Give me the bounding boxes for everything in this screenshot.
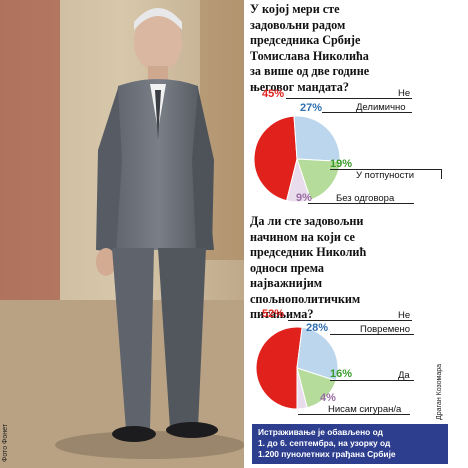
pie1-slice-2 <box>293 115 341 162</box>
photo-illustration <box>0 0 244 468</box>
pie1-slice-4 <box>285 157 312 203</box>
chart1-label-potpunosti: У потпуности <box>356 170 415 181</box>
chart1-label-ne: Не <box>398 88 411 99</box>
chart2-pct-da: 16% <box>330 368 353 380</box>
chart1-label-delimicno: Делимично <box>356 102 406 113</box>
pie2-slice-4 <box>296 367 308 410</box>
chart2-pie <box>255 326 339 410</box>
pie1-slice-3 <box>296 158 341 201</box>
pie2-slice-2 <box>296 326 339 382</box>
chart1-pct-ne: 45% <box>262 88 285 100</box>
chart1-pct-delimicno: 27% <box>300 102 323 114</box>
chart1-pie <box>253 115 341 203</box>
pie2-slice-ne <box>255 326 303 410</box>
chart1-pct-potpunosti: 19% <box>330 158 353 170</box>
photo-credit: Фото Фонет <box>2 424 9 462</box>
chart2-label-nisam: Нисам сигуран/а <box>328 404 402 415</box>
chart1-label-bez: Без одговора <box>336 193 395 204</box>
survey-footnote: Истраживање је обављено од 1. до 6. септ… <box>252 424 448 464</box>
chart2-pct-povremeno: 28% <box>306 322 329 334</box>
chart2-label-ne: Не <box>398 310 411 321</box>
chart2-label-da: Да <box>398 370 410 381</box>
chart2-pct-nisam: 4% <box>320 392 336 404</box>
chart2-pct-ne: 52% <box>262 308 285 320</box>
chart-credit: Драган Козомара <box>436 363 443 420</box>
president-photo: Фото Фонет <box>0 0 244 468</box>
chart2-title: Да ли сте задовољни начином на који се п… <box>250 214 367 321</box>
chart1-pct-bez: 9% <box>296 192 312 204</box>
pie1-slice-ne <box>253 115 298 202</box>
chart2-label-povremeno: Повремено <box>360 324 411 335</box>
chart1-title: У којој мери сте задовољни радом председ… <box>250 2 370 94</box>
